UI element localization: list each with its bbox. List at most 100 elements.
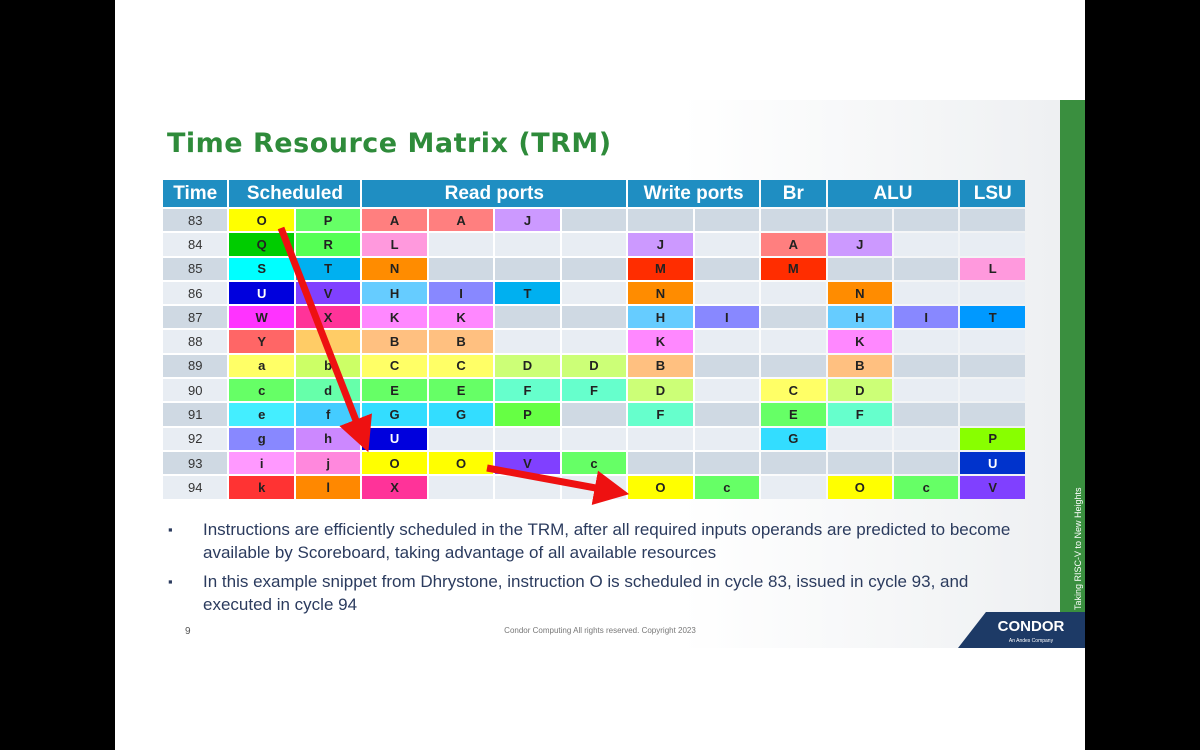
empty-cell — [893, 257, 959, 280]
instruction-cell: h — [295, 427, 361, 450]
table-row: 86 U V H I T N N — [163, 281, 1025, 305]
empty-cell — [561, 427, 627, 450]
instruction-cell: K — [428, 306, 494, 329]
empty-cell — [561, 233, 627, 256]
table-row: 88 Y B B K K — [163, 330, 1025, 353]
empty-cell — [761, 354, 826, 378]
empty-cell — [495, 427, 560, 450]
time-cell: 88 — [163, 330, 228, 353]
empty-cell — [495, 306, 560, 329]
empty-cell — [495, 233, 560, 256]
empty-cell — [960, 354, 1025, 378]
instruction-cell: W — [229, 306, 294, 329]
instruction-cell: O — [628, 476, 693, 499]
time-cell: 84 — [163, 233, 228, 256]
empty-cell — [827, 451, 892, 475]
empty-cell — [561, 476, 627, 499]
instruction-cell: Y — [229, 330, 294, 353]
instruction-cell: E — [428, 379, 494, 402]
trm-table: Time Scheduled Read ports Write ports Br ALU L… — [161, 178, 1027, 501]
empty-cell — [428, 476, 494, 499]
footer: Condor Computing All rights reserved. Co… — [504, 626, 696, 635]
bullet: In this example snippet from Dhrystone, … — [168, 570, 1028, 616]
instruction-cell: R — [295, 233, 361, 256]
bullet-list: Instructions are efficiently scheduled i… — [168, 518, 1028, 622]
instruction-cell: F — [628, 403, 693, 426]
instruction-cell: g — [229, 427, 294, 450]
empty-cell — [960, 209, 1025, 232]
time-cell: 94 — [163, 476, 228, 499]
empty-cell — [694, 379, 760, 402]
page-number: 9 — [185, 626, 191, 637]
empty-cell — [893, 427, 959, 450]
time-cell: 86 — [163, 281, 228, 305]
column-header: Scheduled — [229, 180, 361, 207]
instruction-cell: N — [827, 281, 892, 305]
instruction-cell: U — [229, 281, 294, 305]
instruction-cell: X — [362, 476, 427, 499]
time-cell: 89 — [163, 354, 228, 378]
empty-cell — [628, 451, 693, 475]
empty-cell — [893, 281, 959, 305]
instruction-cell: I — [428, 281, 494, 305]
column-header: LSU — [960, 180, 1025, 207]
empty-cell — [561, 209, 627, 232]
empty-cell — [561, 281, 627, 305]
instruction-cell: C — [428, 354, 494, 378]
instruction-cell: N — [628, 281, 693, 305]
empty-cell — [694, 233, 760, 256]
empty-cell — [960, 281, 1025, 305]
instruction-cell: H — [362, 281, 427, 305]
logo-subtitle: An Andes Company — [1008, 638, 1054, 644]
empty-cell — [960, 403, 1025, 426]
empty-cell — [893, 403, 959, 426]
logo: CONDOR — [997, 618, 1065, 635]
empty-cell — [761, 451, 826, 475]
instruction-cell: T — [495, 281, 560, 305]
table-row: 87 W X K K H I H I T — [163, 306, 1025, 329]
instruction-cell: b — [295, 354, 361, 378]
instruction-cell: J — [827, 233, 892, 256]
instruction-cell: K — [362, 306, 427, 329]
instruction-cell: a — [229, 354, 294, 378]
instruction-cell: H — [628, 306, 693, 329]
instruction-cell: P — [295, 209, 361, 232]
instruction-cell: G — [428, 403, 494, 426]
instruction-cell: M — [761, 257, 826, 280]
empty-cell — [960, 233, 1025, 256]
time-cell: 93 — [163, 451, 228, 475]
empty-cell — [628, 427, 693, 450]
instruction-cell: U — [960, 451, 1025, 475]
empty-cell — [694, 281, 760, 305]
instruction-cell: T — [295, 257, 361, 280]
instruction-cell: D — [495, 354, 560, 378]
time-cell: 91 — [163, 403, 228, 426]
empty-cell — [428, 257, 494, 280]
instruction-cell: C — [761, 379, 826, 402]
empty-cell — [893, 233, 959, 256]
empty-cell — [893, 379, 959, 402]
column-header: ALU — [827, 180, 959, 207]
empty-cell — [428, 427, 494, 450]
empty-cell — [893, 451, 959, 475]
table-row: 84 Q R L J A J — [163, 233, 1025, 256]
time-cell: 83 — [163, 209, 228, 232]
empty-cell — [761, 281, 826, 305]
empty-cell — [893, 330, 959, 353]
instruction-cell: M — [628, 257, 693, 280]
time-cell: 90 — [163, 379, 228, 402]
empty-cell — [428, 233, 494, 256]
instruction-cell: d — [295, 379, 361, 402]
empty-cell — [561, 403, 627, 426]
empty-cell — [694, 209, 760, 232]
empty-cell — [694, 427, 760, 450]
instruction-cell: V — [295, 281, 361, 305]
instruction-cell: L — [362, 233, 427, 256]
instruction-cell: P — [495, 403, 560, 426]
empty-cell — [694, 257, 760, 280]
side-bar — [1060, 100, 1085, 648]
table-row: 92 g h U G P — [163, 427, 1025, 450]
column-header: Read ports — [362, 180, 627, 207]
